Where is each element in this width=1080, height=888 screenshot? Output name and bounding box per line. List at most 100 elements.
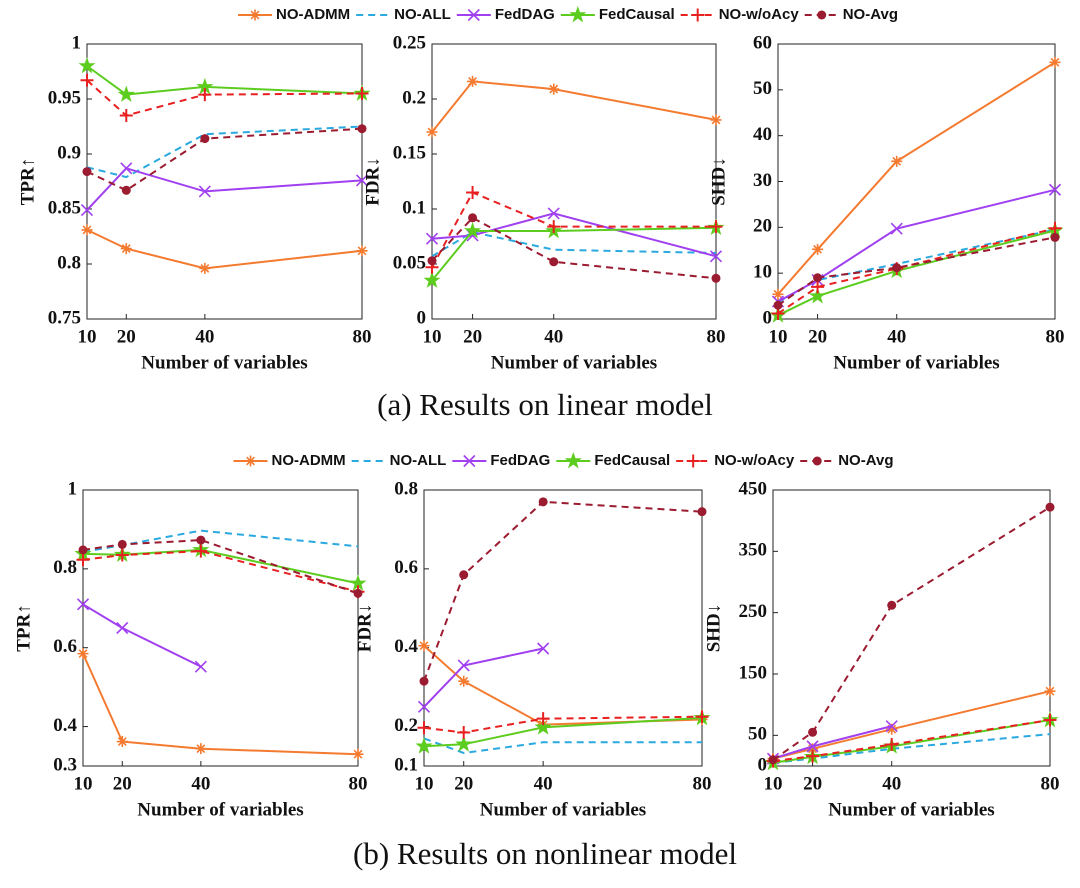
data-point — [1050, 232, 1060, 242]
data-point — [81, 224, 93, 236]
data-point — [695, 710, 709, 724]
y-tick-label: 0.05 — [393, 252, 426, 273]
data-point — [885, 720, 898, 733]
x-tick-label: 80 — [1046, 326, 1065, 347]
y-tick-label: 0.85 — [48, 197, 81, 218]
y-tick-label: 60 — [753, 32, 772, 53]
series-line — [772, 719, 1051, 764]
y-tick-label: 0.3 — [53, 754, 77, 775]
x-tick-label: 80 — [693, 773, 712, 794]
x-tick-label: 20 — [454, 773, 473, 794]
y-tick-label: 0 — [763, 307, 773, 328]
y-tick-label: 0.8 — [57, 252, 81, 273]
data-point — [463, 221, 482, 239]
data-point — [355, 87, 369, 100]
y-axis-label: TPR↑ — [17, 158, 38, 206]
x-tick-label: 20 — [117, 326, 136, 347]
x-tick-label: 10 — [423, 326, 442, 347]
data-point — [115, 548, 129, 562]
plot-frame — [423, 489, 703, 767]
legend: NO-ADMM NO-ALL FedDAG FedCausal NO-w/oAcy NO-… — [238, 6, 898, 23]
data-point — [892, 263, 902, 273]
data-point — [887, 600, 897, 610]
data-point — [417, 700, 431, 713]
series-line — [777, 227, 1056, 315]
series-line — [86, 79, 363, 117]
series-line — [86, 167, 363, 211]
series-line — [86, 65, 363, 96]
data-point — [709, 250, 723, 263]
data-point — [418, 640, 430, 652]
series-line — [777, 229, 1056, 317]
x-tick-label: 40 — [882, 773, 901, 794]
data-point — [198, 88, 212, 102]
y-tick-label: 350 — [739, 540, 768, 561]
data-point — [710, 114, 722, 126]
data-point — [419, 676, 429, 686]
data-point — [709, 220, 723, 234]
data-point — [119, 109, 133, 122]
y-tick-label: 0.2 — [402, 87, 426, 108]
data-point — [415, 737, 433, 754]
series-line — [86, 127, 363, 192]
x-axis-label: Number of variables — [828, 799, 994, 820]
data-point — [536, 712, 550, 726]
data-point — [806, 749, 820, 763]
data-point — [426, 126, 438, 138]
data-point — [194, 660, 207, 673]
data-point — [768, 755, 778, 765]
y-tick-label: 0.95 — [48, 87, 81, 108]
series-line — [772, 506, 1051, 761]
data-point — [199, 262, 211, 274]
legend-marker — [686, 454, 700, 468]
legend-marker — [691, 8, 705, 22]
data-point — [357, 124, 367, 134]
y-tick-label: 250 — [739, 601, 768, 622]
y-tick-label: 0.1 — [402, 197, 426, 218]
x-tick-label: 80 — [707, 326, 726, 347]
data-point — [78, 56, 96, 74]
y-tick-label: 0 — [758, 754, 768, 775]
data-point — [808, 727, 818, 737]
y-tick-label: 0.6 — [394, 557, 418, 578]
y-tick-label: 0.6 — [53, 636, 77, 657]
data-point — [117, 85, 135, 102]
y-tick-label: 0.8 — [394, 478, 418, 499]
plot-frame — [82, 489, 359, 767]
data-point — [547, 207, 560, 220]
legend-marker — [249, 9, 261, 21]
data-point — [537, 642, 550, 655]
x-tick-label: 40 — [544, 326, 563, 347]
y-tick-label: 30 — [753, 170, 772, 191]
series-line — [777, 236, 1056, 307]
data-point — [427, 256, 437, 266]
series-line — [431, 231, 717, 258]
series-line — [423, 500, 703, 682]
y-tick-label: 150 — [739, 662, 768, 683]
data-point — [80, 73, 94, 87]
data-point — [120, 243, 132, 255]
legend-label: NO-Avg — [843, 6, 898, 23]
data-point — [417, 721, 431, 735]
data-point — [1048, 183, 1062, 196]
y-tick-label: 0.75 — [48, 307, 81, 328]
legend-marker — [817, 10, 827, 20]
y-tick-label: 0.4 — [53, 715, 77, 736]
data-point — [352, 748, 364, 760]
series-line — [86, 228, 363, 270]
data-point — [76, 553, 90, 567]
x-tick-label: 10 — [764, 773, 783, 794]
data-point — [356, 245, 368, 257]
y-tick-label: 0.1 — [394, 754, 418, 775]
legend-label: NO-ADMM — [276, 6, 350, 23]
data-point — [697, 507, 707, 517]
data-point — [117, 539, 127, 549]
series-line — [431, 216, 717, 280]
y-tick-label: 1 — [72, 32, 82, 53]
x-axis-label: Number of variables — [480, 799, 646, 820]
series-line — [772, 690, 1051, 760]
data-point — [773, 300, 783, 310]
legend-label: NO-Avg — [838, 452, 893, 469]
data-point — [82, 167, 92, 177]
